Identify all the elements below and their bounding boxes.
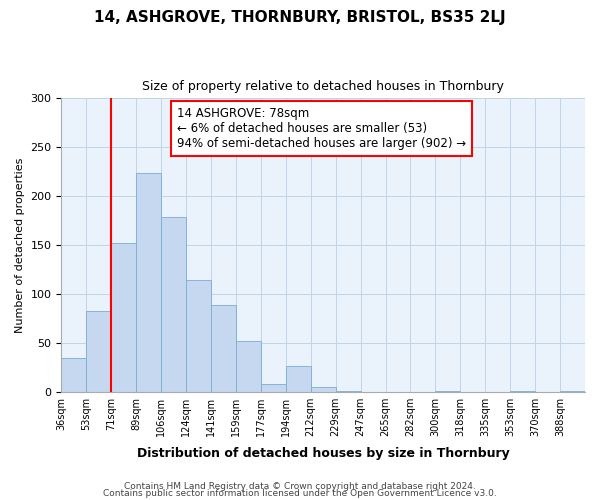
Text: Contains HM Land Registry data © Crown copyright and database right 2024.: Contains HM Land Registry data © Crown c… (124, 482, 476, 491)
Bar (261, 384, 286, 392)
X-axis label: Distribution of detached houses by size in Thornbury: Distribution of detached houses by size … (137, 447, 509, 460)
Bar (61, 358, 86, 392)
Bar (560, 390, 585, 392)
Text: 14 ASHGROVE: 78sqm
← 6% of detached houses are smaller (53)
94% of semi-detached: 14 ASHGROVE: 78sqm ← 6% of detached hous… (176, 107, 466, 150)
Bar (335, 390, 361, 392)
Text: Contains public sector information licensed under the Open Government Licence v3: Contains public sector information licen… (103, 490, 497, 498)
Bar (186, 280, 211, 392)
Bar (286, 366, 311, 392)
Bar (236, 341, 261, 392)
Bar (436, 390, 460, 392)
Bar (211, 304, 236, 392)
Bar (311, 387, 335, 392)
Bar (136, 172, 161, 392)
Bar (86, 310, 111, 392)
Bar (111, 243, 136, 392)
Title: Size of property relative to detached houses in Thornbury: Size of property relative to detached ho… (142, 80, 504, 93)
Text: 14, ASHGROVE, THORNBURY, BRISTOL, BS35 2LJ: 14, ASHGROVE, THORNBURY, BRISTOL, BS35 2… (94, 10, 506, 25)
Bar (510, 390, 535, 392)
Y-axis label: Number of detached properties: Number of detached properties (15, 158, 25, 332)
Bar (161, 216, 186, 392)
